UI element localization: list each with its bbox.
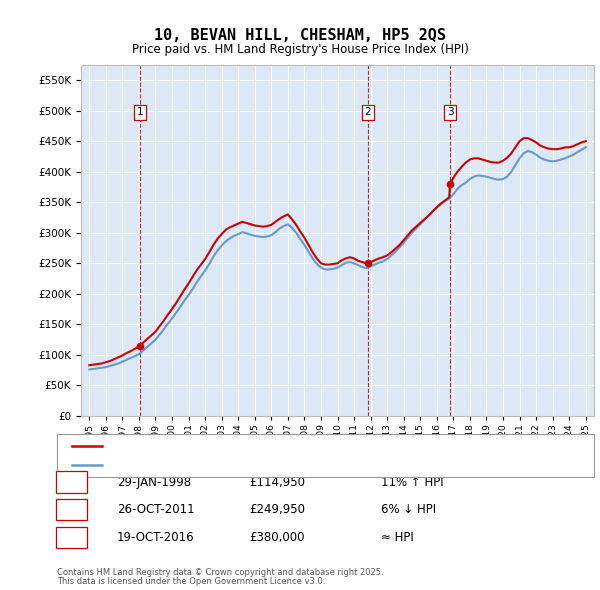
Text: 2: 2 (68, 503, 75, 516)
Text: 1: 1 (68, 476, 75, 489)
Text: £380,000: £380,000 (249, 531, 305, 544)
Text: Price paid vs. HM Land Registry's House Price Index (HPI): Price paid vs. HM Land Registry's House … (131, 43, 469, 56)
Text: ≈ HPI: ≈ HPI (381, 531, 414, 544)
Text: 26-OCT-2011: 26-OCT-2011 (117, 503, 194, 516)
Text: 3: 3 (68, 531, 75, 544)
Text: 10, BEVAN HILL, CHESHAM, HP5 2QS: 10, BEVAN HILL, CHESHAM, HP5 2QS (154, 28, 446, 43)
Text: 6% ↓ HPI: 6% ↓ HPI (381, 503, 436, 516)
Text: £114,950: £114,950 (249, 476, 305, 489)
Text: £249,950: £249,950 (249, 503, 305, 516)
Text: 10, BEVAN HILL, CHESHAM, HP5 2QS (semi-detached house): 10, BEVAN HILL, CHESHAM, HP5 2QS (semi-d… (109, 441, 424, 451)
Text: 29-JAN-1998: 29-JAN-1998 (117, 476, 191, 489)
Text: 1: 1 (137, 107, 143, 117)
Text: 3: 3 (447, 107, 454, 117)
Text: HPI: Average price, semi-detached house, Buckinghamshire: HPI: Average price, semi-detached house,… (109, 460, 421, 470)
Text: This data is licensed under the Open Government Licence v3.0.: This data is licensed under the Open Gov… (57, 578, 325, 586)
Text: 2: 2 (364, 107, 371, 117)
Text: 19-OCT-2016: 19-OCT-2016 (117, 531, 194, 544)
Text: Contains HM Land Registry data © Crown copyright and database right 2025.: Contains HM Land Registry data © Crown c… (57, 568, 383, 577)
Text: 11% ↑ HPI: 11% ↑ HPI (381, 476, 443, 489)
